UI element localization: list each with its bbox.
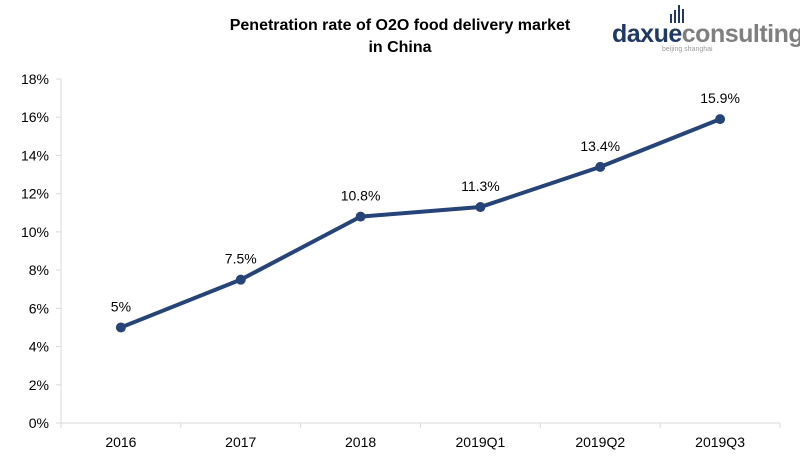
logo-bar — [678, 5, 680, 23]
data-point — [715, 114, 726, 125]
data-label: 13.4% — [580, 138, 620, 154]
x-tick-label: 2018 — [345, 434, 376, 450]
x-tick-label: 2019Q3 — [695, 434, 745, 450]
data-point — [115, 322, 126, 333]
data-label: 15.9% — [700, 90, 740, 106]
data-label: 10.8% — [341, 188, 381, 204]
x-axis-ticks: 2016 2017 2018 2019Q1 2019Q2 2019Q3 — [60, 423, 781, 450]
y-tick-label: 14% — [21, 147, 49, 163]
y-tick-label: 2% — [29, 377, 49, 393]
y-tick-label: 16% — [21, 109, 49, 125]
y-tick-label: 18% — [21, 71, 49, 87]
x-tick-label: 2019Q2 — [575, 434, 625, 450]
data-point — [235, 274, 246, 285]
x-tick-label: 2017 — [225, 434, 256, 450]
data-point — [475, 202, 486, 213]
y-tick-label: 0% — [29, 415, 49, 431]
y-tick-label: 8% — [29, 262, 49, 278]
y-tick-label: 10% — [21, 224, 49, 240]
data-label: 7.5% — [225, 251, 257, 267]
logo-bar — [682, 9, 684, 23]
series-line — [118, 117, 723, 330]
logo-word-dark: daxue — [612, 20, 682, 48]
series-line-group — [115, 114, 726, 333]
y-tick-label: 6% — [29, 300, 49, 316]
logo-bar — [674, 10, 676, 23]
logo-bar — [670, 14, 672, 23]
x-tick-label: 2016 — [105, 434, 136, 450]
logo-wordmark: daxueconsulting — [612, 20, 800, 48]
chart-title-line-1: Penetration rate of O2O food delivery ma… — [230, 17, 571, 34]
logo-word-light: consulting — [682, 20, 800, 48]
data-label: 5% — [111, 298, 131, 314]
data-label: 11.3% — [461, 178, 500, 194]
chart-title-line-2: in China — [368, 39, 431, 56]
y-axis-ticks: 0% 2% 4% 6% 8% 10% 12% 14% 16% 18% — [21, 71, 61, 431]
daxue-consulting-logo: daxueconsulting beijing shanghai — [612, 5, 800, 53]
logo-subtitle: beijing shanghai — [662, 46, 713, 53]
data-point — [355, 211, 366, 222]
y-tick-label: 4% — [29, 339, 49, 355]
data-point — [595, 161, 606, 172]
y-tick-label: 12% — [21, 186, 49, 202]
data-labels: 5% 7.5% 10.8% 11.3% 13.4% 15.9% — [111, 90, 740, 314]
x-tick-label: 2019Q1 — [456, 434, 506, 450]
